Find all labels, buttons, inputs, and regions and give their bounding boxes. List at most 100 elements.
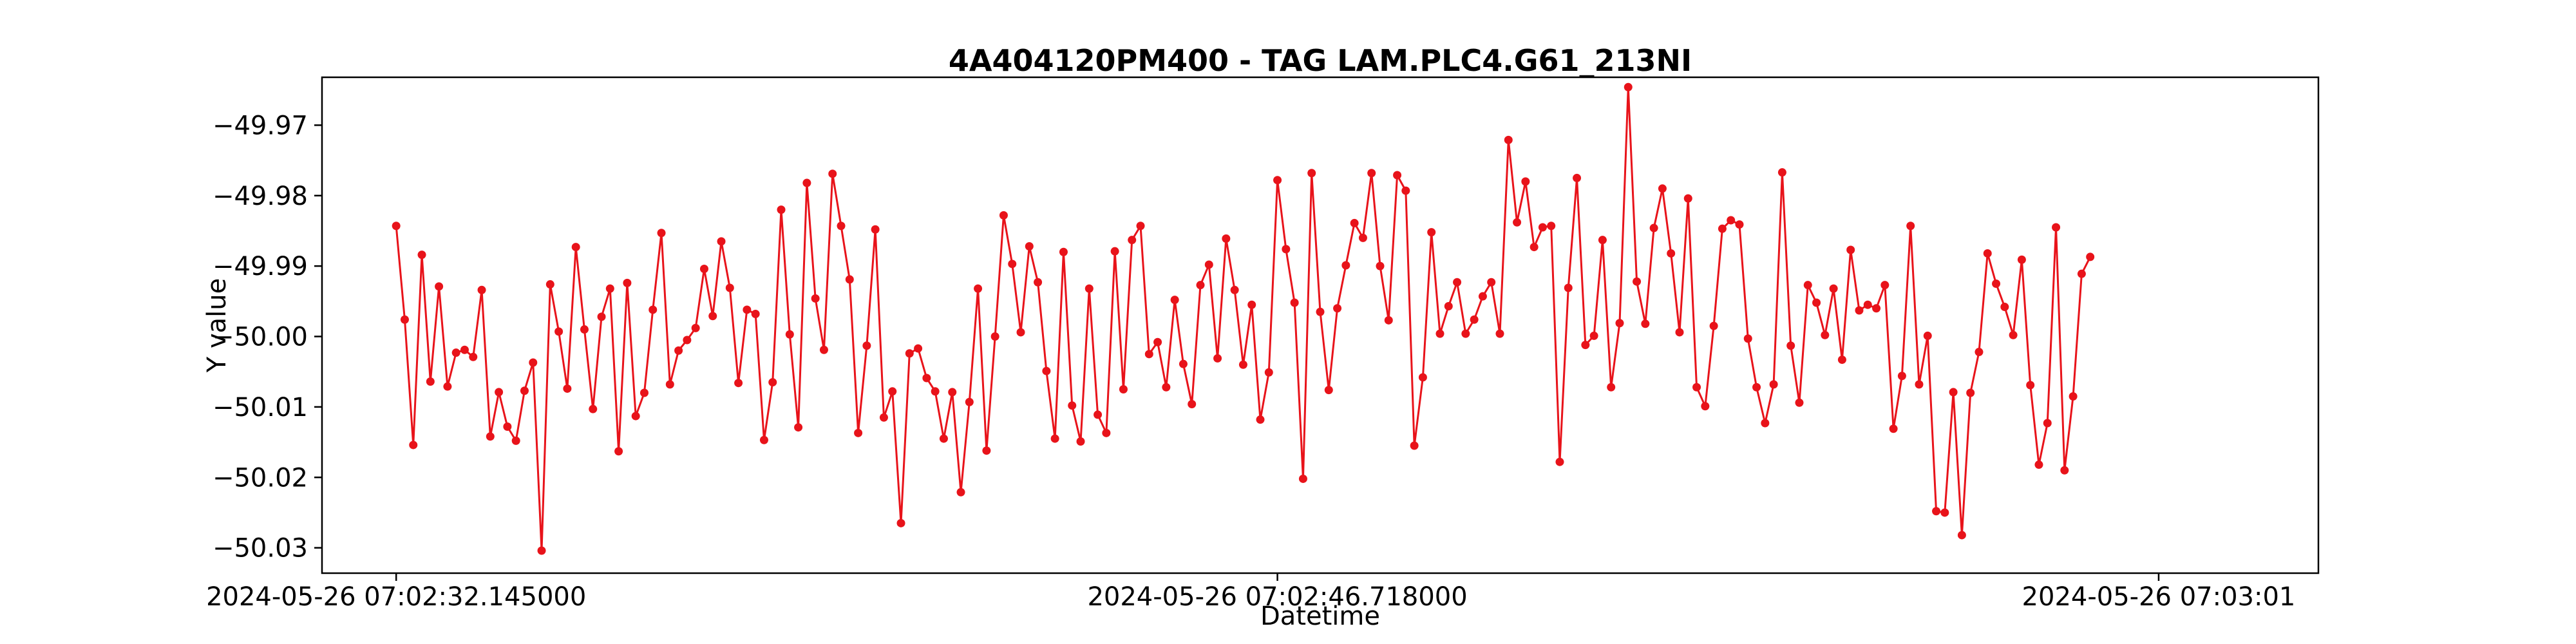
data-point (1547, 222, 1556, 231)
data-point (743, 305, 752, 314)
data-point (1333, 304, 1342, 313)
data-point (400, 315, 409, 324)
data-point (426, 377, 435, 386)
data-point (1761, 419, 1770, 428)
data-point (1837, 355, 1846, 365)
data-point (1633, 277, 1642, 286)
data-point (1188, 400, 1197, 408)
data-point (1230, 285, 1239, 294)
x-axis: 2024-05-26 07:02:32.145000 2024-05-26 07:… (206, 573, 2295, 612)
data-point (1777, 168, 1786, 177)
data-point (1102, 428, 1111, 437)
data-point (1701, 402, 1710, 411)
data-point (1470, 315, 1479, 324)
chart-title: 4A404120PM400 - TAG LAM.PLC4.G61_213NI (949, 43, 1692, 78)
data-point (837, 222, 846, 231)
data-point (417, 251, 426, 260)
data-point (1915, 380, 1924, 389)
data-point (639, 388, 649, 397)
data-point (1897, 372, 1906, 381)
data-point (1204, 260, 1213, 269)
data-point (1846, 245, 1855, 254)
data-point (914, 344, 923, 353)
data-point (1222, 234, 1231, 243)
data-point (965, 397, 974, 406)
data-point (1683, 194, 1692, 203)
data-point (1110, 247, 1119, 256)
data-point (708, 312, 717, 321)
data-point (477, 285, 486, 294)
data-point (999, 211, 1008, 220)
data-point (1769, 380, 1778, 389)
data-point (1435, 329, 1444, 338)
data-point (1829, 284, 1838, 293)
y-tick-label: −50.00 (213, 323, 308, 352)
data-point (1940, 508, 1949, 517)
data-point (1589, 331, 1598, 340)
data-point (871, 225, 880, 234)
data-point (1667, 249, 1676, 258)
data-point (1170, 296, 1179, 305)
data-point (435, 282, 444, 291)
data-point (1752, 383, 1761, 392)
data-point (1307, 169, 1316, 178)
data-point (1786, 341, 1795, 350)
data-point (1795, 398, 1804, 407)
data-point (1068, 401, 1077, 410)
data-point (1461, 329, 1470, 338)
data-point (734, 379, 743, 388)
data-point (1564, 283, 1573, 292)
data-point (503, 422, 512, 431)
data-point (1008, 260, 1017, 269)
x-tick-label: 2024-05-26 07:02:32.145000 (206, 582, 586, 612)
data-point (1675, 328, 1684, 337)
data-point (1034, 278, 1043, 287)
data-point (614, 447, 623, 456)
data-point (2017, 255, 2026, 264)
data-point (1709, 321, 1718, 330)
data-point (1290, 298, 1299, 307)
data-point (862, 341, 871, 350)
data-point (1341, 261, 1350, 270)
data-point (2060, 466, 2069, 475)
data-point (888, 387, 897, 396)
data-point (1718, 224, 1727, 233)
data-point (1144, 350, 1153, 359)
data-point (896, 518, 905, 527)
data-point (537, 546, 546, 555)
data-point (1906, 222, 1915, 231)
data-point (2086, 252, 2095, 261)
data-point (1821, 330, 1830, 339)
data-point (2052, 223, 2061, 232)
data-point (931, 387, 940, 396)
data-point (623, 278, 632, 287)
data-point (2009, 330, 2018, 339)
data-point (1538, 223, 1547, 232)
data-point (948, 388, 957, 397)
data-point (1573, 173, 1582, 182)
data-point (1495, 329, 1504, 338)
y-tick-label: −50.02 (213, 463, 308, 493)
data-point (699, 265, 708, 273)
y-tick-label: −50.01 (213, 393, 308, 422)
data-point (1521, 177, 1530, 186)
data-point (520, 386, 529, 395)
data-point (1453, 278, 1462, 287)
data-point (1350, 218, 1359, 227)
data-point (1358, 233, 1367, 242)
data-point (1615, 319, 1624, 328)
y-axis: −49.97 −49.98 −49.99 −50.00 −50.01 −50.02 −50.… (213, 111, 322, 564)
data-point (545, 280, 554, 289)
data-point (1162, 383, 1171, 392)
data-point (1872, 304, 1881, 313)
data-point (1273, 176, 1282, 185)
data-point (2043, 419, 2052, 428)
data-point (879, 413, 888, 422)
data-point (1923, 331, 1932, 340)
data-point (1136, 222, 1145, 231)
data-point (563, 384, 572, 393)
data-point (828, 169, 837, 178)
data-point (1094, 410, 1103, 419)
data-point (451, 348, 460, 357)
